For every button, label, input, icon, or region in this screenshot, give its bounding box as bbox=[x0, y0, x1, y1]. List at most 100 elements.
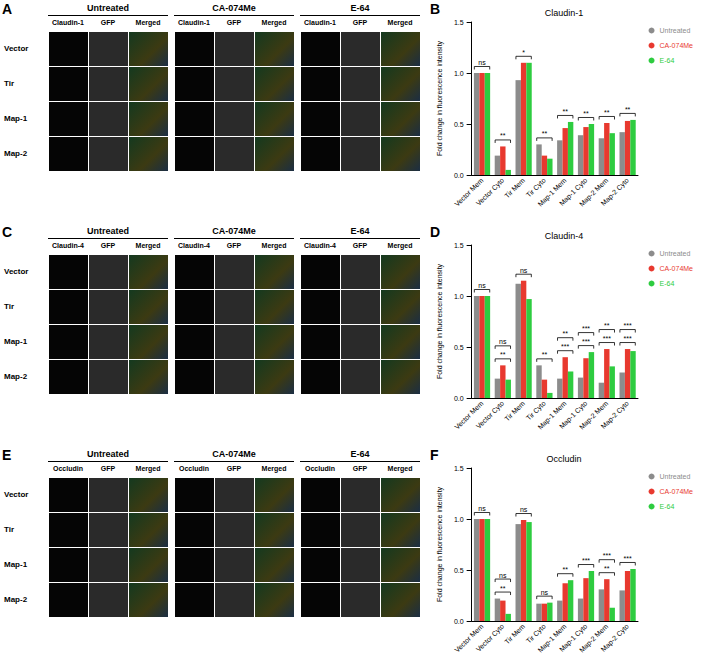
svg-text:Occludin: Occludin bbox=[546, 454, 581, 464]
svg-text:***: *** bbox=[582, 325, 590, 332]
html-text:CA-074Me: CA-074Me bbox=[212, 3, 256, 13]
svg-text:Map-2 Mem: Map-2 Mem bbox=[578, 176, 610, 208]
svg-text:ns: ns bbox=[520, 267, 528, 274]
html-text:Untreated: Untreated bbox=[87, 3, 129, 13]
html-text:Vector: Vector bbox=[4, 44, 29, 53]
svg-text:**: ** bbox=[562, 330, 568, 337]
svg-text:***: *** bbox=[561, 343, 569, 350]
svg-text:***: *** bbox=[582, 338, 590, 345]
svg-text:Tir Mem: Tir Mem bbox=[503, 176, 526, 199]
svg-text:Fold change in fluorescence in: Fold change in fluorescence intensity bbox=[436, 486, 444, 602]
svg-text:ns: ns bbox=[499, 338, 507, 345]
svg-text:Map-2 Cyto: Map-2 Cyto bbox=[600, 622, 631, 653]
svg-text:***: *** bbox=[624, 335, 632, 342]
html-text:B: B bbox=[430, 1, 441, 17]
svg-text:1.5: 1.5 bbox=[454, 242, 464, 249]
html-text:Map-2: Map-2 bbox=[4, 149, 28, 158]
svg-text:1.0: 1.0 bbox=[454, 293, 464, 300]
svg-text:**: ** bbox=[500, 585, 506, 592]
svg-text:E-64: E-64 bbox=[660, 57, 675, 64]
svg-text:Tir Mem: Tir Mem bbox=[503, 622, 526, 645]
html-text:CA-074Me: CA-074Me bbox=[212, 226, 256, 236]
svg-text:Tir Cyto: Tir Cyto bbox=[524, 622, 547, 645]
svg-text:Vector Mem: Vector Mem bbox=[453, 622, 485, 654]
svg-text:ns: ns bbox=[520, 506, 528, 513]
html-text:E: E bbox=[2, 447, 12, 463]
html-text:D: D bbox=[430, 224, 441, 240]
svg-text:Map-2 Mem: Map-2 Mem bbox=[578, 399, 610, 431]
svg-text:**: ** bbox=[604, 109, 610, 116]
svg-text:Map-1 Mem: Map-1 Mem bbox=[536, 176, 568, 208]
svg-text:0.5: 0.5 bbox=[454, 121, 464, 128]
html-text:CA-074Me: CA-074Me bbox=[212, 449, 256, 459]
svg-text:Untreated: Untreated bbox=[660, 473, 691, 480]
svg-text:Map-2 Cyto: Map-2 Cyto bbox=[600, 176, 631, 207]
html-text:Tir: Tir bbox=[4, 79, 15, 88]
svg-text:Map-1 Cyto: Map-1 Cyto bbox=[558, 622, 589, 653]
svg-text:Map-2 Mem: Map-2 Mem bbox=[578, 622, 610, 654]
svg-text:**: ** bbox=[625, 106, 631, 113]
html-text:E-64: E-64 bbox=[350, 3, 370, 13]
svg-text:**: ** bbox=[542, 130, 548, 137]
html-text:Untreated: Untreated bbox=[87, 449, 129, 459]
svg-text:Vector Mem: Vector Mem bbox=[453, 176, 485, 208]
svg-text:0.5: 0.5 bbox=[454, 567, 464, 574]
svg-text:0.0: 0.0 bbox=[454, 172, 464, 179]
svg-text:**: ** bbox=[500, 351, 506, 358]
svg-text:Vector Cyto: Vector Cyto bbox=[475, 176, 506, 207]
svg-text:1.5: 1.5 bbox=[454, 19, 464, 26]
svg-text:0.0: 0.0 bbox=[454, 395, 464, 402]
svg-text:Tir Mem: Tir Mem bbox=[503, 399, 526, 422]
svg-text:Fold change in fluorescence in: Fold change in fluorescence intensity bbox=[436, 263, 444, 379]
svg-text:ns: ns bbox=[478, 282, 486, 289]
svg-text:Tir Cyto: Tir Cyto bbox=[524, 176, 547, 199]
svg-text:***: *** bbox=[624, 555, 632, 562]
svg-text:E-64: E-64 bbox=[660, 280, 675, 287]
svg-text:Fold change in fluorescence in: Fold change in fluorescence intensity bbox=[436, 40, 444, 156]
svg-text:Map-1 Mem: Map-1 Mem bbox=[536, 399, 568, 431]
svg-text:CA-074Me: CA-074Me bbox=[660, 265, 694, 272]
html-text:A: A bbox=[2, 1, 13, 17]
svg-text:CA-074Me: CA-074Me bbox=[660, 42, 694, 49]
html-text:E-64: E-64 bbox=[350, 226, 370, 236]
svg-text:**: ** bbox=[604, 322, 610, 329]
svg-text:Map-1 Cyto: Map-1 Cyto bbox=[558, 176, 589, 207]
svg-text:***: *** bbox=[603, 335, 611, 342]
svg-text:Vector Cyto: Vector Cyto bbox=[475, 399, 506, 430]
svg-text:Tir Cyto: Tir Cyto bbox=[524, 399, 547, 422]
svg-text:**: ** bbox=[604, 565, 610, 572]
svg-text:0.5: 0.5 bbox=[454, 344, 464, 351]
svg-text:Claudin-4: Claudin-4 bbox=[545, 231, 584, 241]
svg-text:1.5: 1.5 bbox=[454, 465, 464, 472]
svg-text:Vector Mem: Vector Mem bbox=[453, 399, 485, 431]
svg-text:ns: ns bbox=[541, 589, 549, 596]
svg-text:***: *** bbox=[624, 322, 632, 329]
svg-text:1.0: 1.0 bbox=[454, 516, 464, 523]
svg-text:**: ** bbox=[583, 110, 589, 117]
svg-text:***: *** bbox=[603, 552, 611, 559]
svg-text:ns: ns bbox=[478, 505, 486, 512]
svg-text:*: * bbox=[522, 49, 525, 56]
svg-text:E-64: E-64 bbox=[660, 503, 675, 510]
svg-text:ns: ns bbox=[478, 59, 486, 66]
svg-text:***: *** bbox=[582, 557, 590, 564]
svg-text:CA-074Me: CA-074Me bbox=[660, 488, 694, 495]
html-text:C: C bbox=[2, 224, 13, 240]
html-text:Map-1: Map-1 bbox=[4, 114, 28, 123]
svg-text:**: ** bbox=[562, 566, 568, 573]
html-text:Untreated: Untreated bbox=[87, 226, 129, 236]
svg-text:0.0: 0.0 bbox=[454, 618, 464, 625]
svg-text:Untreated: Untreated bbox=[660, 250, 691, 257]
svg-text:**: ** bbox=[542, 351, 548, 358]
svg-text:Map-1 Cyto: Map-1 Cyto bbox=[558, 399, 589, 430]
svg-text:Claudin-1: Claudin-1 bbox=[545, 8, 584, 18]
svg-text:Vector Cyto: Vector Cyto bbox=[475, 622, 506, 653]
svg-text:Map-2 Cyto: Map-2 Cyto bbox=[600, 399, 631, 430]
svg-text:1.0: 1.0 bbox=[454, 70, 464, 77]
svg-text:Untreated: Untreated bbox=[660, 27, 691, 34]
svg-text:**: ** bbox=[500, 132, 506, 139]
html-text:E-64: E-64 bbox=[350, 449, 370, 459]
svg-text:Map-1 Mem: Map-1 Mem bbox=[536, 622, 568, 654]
svg-text:ns: ns bbox=[499, 572, 507, 579]
svg-text:**: ** bbox=[562, 108, 568, 115]
